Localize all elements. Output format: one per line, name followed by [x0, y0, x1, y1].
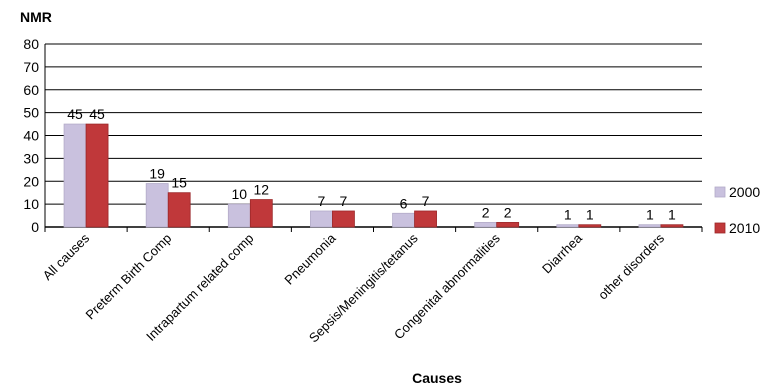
y-tick-label: 0 [31, 219, 39, 235]
data-label: 7 [340, 193, 348, 209]
bar-2010 [496, 222, 520, 228]
data-label: 15 [171, 175, 187, 191]
legend-swatch-2010 [714, 222, 726, 234]
y-tick-label: 70 [23, 59, 39, 75]
bar-2010 [332, 210, 355, 228]
data-label: 19 [149, 166, 165, 182]
bar-2000 [63, 123, 87, 228]
data-label: 10 [232, 186, 248, 202]
gridlines [45, 43, 702, 228]
bar-2000 [310, 210, 333, 228]
data-label: 45 [89, 106, 105, 122]
data-label: 7 [422, 193, 430, 209]
bar-2000 [638, 224, 662, 228]
bar-2000 [145, 183, 169, 228]
data-label: 1 [564, 207, 572, 223]
x-axis-title: Causes [412, 370, 462, 386]
y-axis: 0 10 20 30 40 50 60 70 80 [23, 36, 46, 235]
data-label: 1 [586, 207, 594, 223]
y-tick-label: 20 [23, 173, 39, 189]
data-label: 1 [668, 207, 676, 223]
bar-2000 [474, 222, 498, 228]
data-label: 7 [318, 193, 326, 209]
y-tick-label: 50 [23, 105, 39, 121]
y-tick-label: 10 [23, 196, 39, 212]
x-category-label: other disorders [595, 230, 667, 302]
x-category-label: All causes [40, 230, 93, 283]
x-category-label: Pneumonia [281, 230, 339, 288]
y-axis-title: NMR [20, 9, 52, 25]
bar-2000 [227, 203, 251, 228]
y-tick-label: 40 [23, 128, 39, 144]
y-tick-label: 80 [23, 36, 39, 52]
data-label: 2 [482, 204, 490, 220]
data-label: 2 [504, 204, 512, 220]
legend-label: 2000 [729, 184, 760, 200]
bars [63, 123, 684, 228]
bar-2010 [414, 210, 437, 228]
bar-2000 [392, 212, 415, 228]
bar-2010 [249, 199, 273, 228]
bar-2010 [85, 123, 109, 228]
bar-2000 [556, 224, 580, 228]
legend-swatch-2000 [714, 186, 726, 198]
y-tick-label: 60 [23, 82, 39, 98]
data-label: 1 [646, 207, 654, 223]
data-label: 12 [254, 182, 270, 198]
bar-2010 [578, 224, 602, 228]
legend-label: 2010 [729, 220, 760, 236]
bar-2010 [167, 192, 191, 228]
x-category-label: Preterm Birth Comp [82, 231, 174, 323]
x-category-label: Diarrhea [539, 230, 585, 276]
legend: 2000 2010 [714, 184, 760, 236]
data-label: 6 [400, 195, 408, 211]
y-tick-label: 30 [23, 150, 39, 166]
bar-2010 [660, 224, 684, 228]
data-label: 45 [67, 106, 83, 122]
